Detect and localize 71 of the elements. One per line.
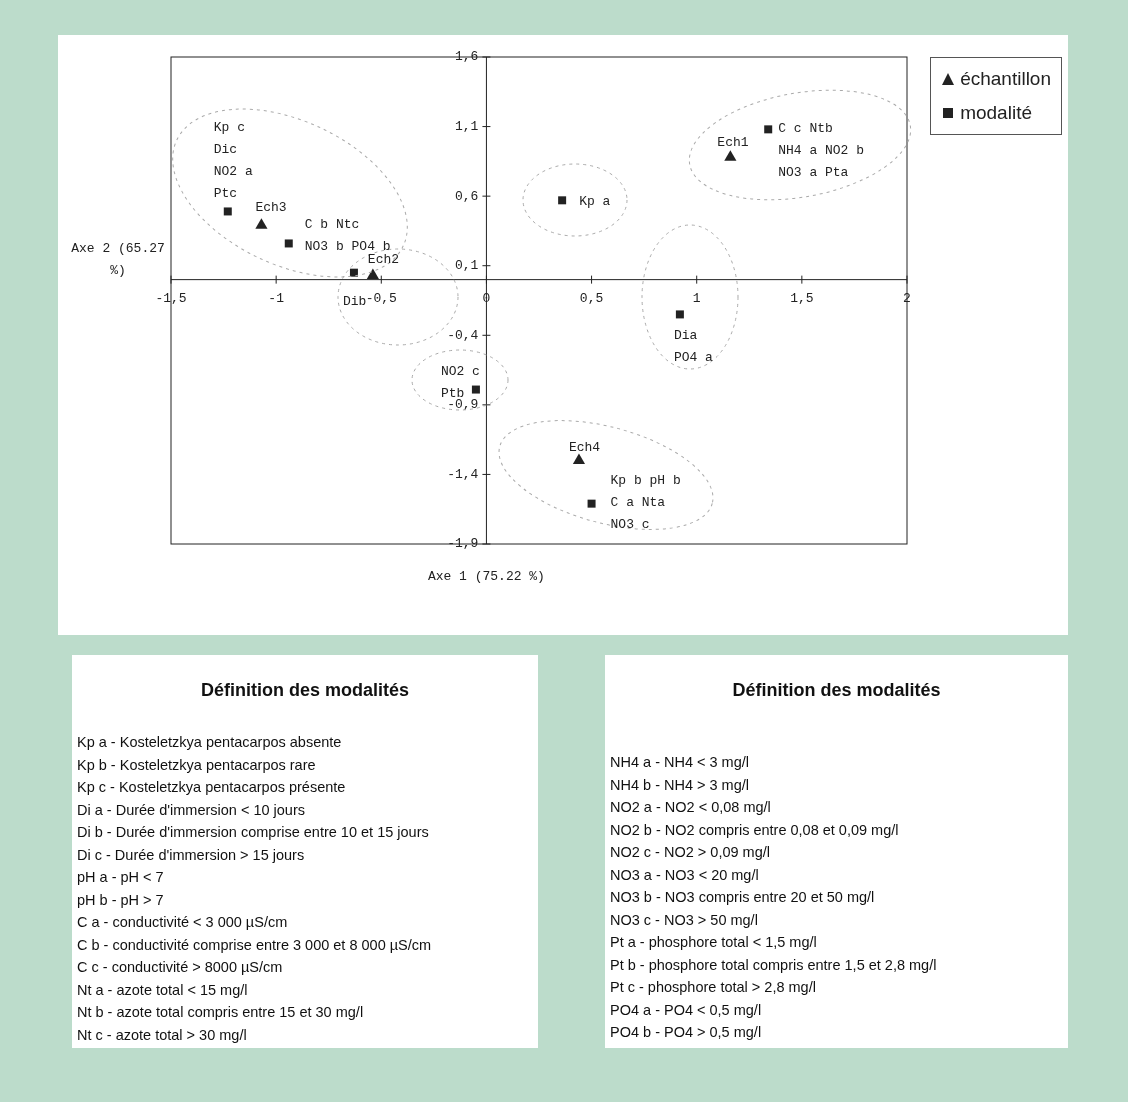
y-tick-label: 1,1 bbox=[455, 119, 479, 135]
text: C b - conductivité comprise entre 3 000 et 8 000 µS/cm bbox=[77, 935, 433, 955]
point bbox=[675, 310, 684, 319]
point bbox=[223, 207, 232, 216]
text: PO4 a - PO4 < 0,5 mg/l bbox=[610, 1000, 763, 1020]
annotation: C b Ntc NO3 b PO4 b bbox=[304, 217, 391, 255]
y-tick-label: -0,4 bbox=[447, 327, 479, 343]
x-tick-label: 0,5 bbox=[579, 290, 604, 306]
annotation: Ech2 bbox=[367, 252, 400, 268]
y-tick-label: 1,6 bbox=[455, 49, 479, 65]
y-tick-label: -1,9 bbox=[447, 536, 479, 552]
text: Pt a - phosphore total < 1,5 mg/l bbox=[610, 933, 818, 952]
point bbox=[349, 268, 358, 277]
annotation: Dia PO4 a bbox=[673, 328, 714, 366]
point bbox=[724, 150, 737, 161]
y-tick-label: 0,1 bbox=[455, 258, 479, 274]
point bbox=[255, 218, 268, 229]
text: C c - conductivité > 8000 µS/cm bbox=[77, 958, 284, 977]
point bbox=[471, 385, 480, 394]
text: NO2 c - NO2 > 0,09 mg/l bbox=[610, 843, 771, 862]
legend-label: échantillon bbox=[960, 68, 1051, 90]
text: Di b - Durée d'immersion comprise entre 10 et 15 jours bbox=[77, 823, 430, 842]
x-tick-label: -1 bbox=[268, 290, 285, 306]
x-tick-label: 2 bbox=[903, 290, 911, 306]
text: NO2 a - NO2 < 0,08 mg/l bbox=[610, 798, 772, 817]
text: pH a - pH < 7 bbox=[77, 868, 165, 887]
text: Nt b - azote total compris entre 15 et 30 mg/l bbox=[77, 1003, 365, 1022]
y-tick-label: -0,9 bbox=[447, 397, 479, 413]
text: Nt a - azote total < 15 mg/l bbox=[77, 980, 249, 1000]
text: Pt c - phosphore total > 2,8 mg/l bbox=[610, 978, 817, 997]
x-tick-label: -1,5 bbox=[155, 290, 187, 306]
text: Pt b - phosphore total compris entre 1,5 et 2,8 mg/l bbox=[610, 955, 938, 975]
annotation: Ech3 bbox=[255, 200, 287, 216]
text: Di a - Durée d'immersion < 10 jours bbox=[77, 800, 306, 820]
point bbox=[764, 125, 773, 134]
text: NO3 c - NO3 > 50 mg/l bbox=[610, 910, 759, 930]
text: Définition des modalités bbox=[731, 680, 942, 701]
text: Kp b - Kosteletzkya pentacarpos rare bbox=[77, 755, 317, 775]
text: Kp a - Kosteletzkya pentacarpos absente bbox=[77, 733, 343, 752]
annotation: Kp c Dic NO2 a Ptc bbox=[213, 120, 253, 202]
y-tick-label: 0,6 bbox=[455, 188, 479, 204]
legend-label: modalité bbox=[960, 102, 1032, 124]
x-tick-label: 1,5 bbox=[790, 290, 814, 306]
point bbox=[366, 268, 379, 279]
text: Définition des modalités bbox=[200, 680, 410, 701]
text: NH4 a - NH4 < 3 mg/l bbox=[610, 753, 750, 772]
annotation: C c Ntb NH4 a NO2 b NO3 a Pta bbox=[778, 121, 865, 181]
x-tick-label: -0,5 bbox=[365, 290, 397, 306]
annotation: Kp b pH b C a Nta NO3 c bbox=[610, 473, 681, 533]
point bbox=[587, 499, 596, 508]
text: NO3 a - NO3 < 20 mg/l bbox=[610, 865, 760, 885]
text: NO2 b - NO2 compris entre 0,08 et 0,09 mg/l bbox=[610, 820, 900, 840]
text: pH b - pH > 7 bbox=[77, 890, 165, 910]
x-axis-title: Axe 1 (75.22 %) bbox=[427, 569, 545, 584]
y-tick-label: -1,4 bbox=[447, 466, 479, 482]
annotation: Dib bbox=[342, 294, 367, 310]
text: Nt c - azote total > 30 mg/l bbox=[77, 1025, 248, 1045]
point bbox=[572, 453, 586, 465]
annotation: Ech4 bbox=[568, 439, 601, 455]
y-axis-title: Axe 2 (65.27 %) bbox=[70, 239, 166, 280]
point bbox=[284, 239, 293, 248]
annotation: Kp a bbox=[579, 194, 611, 210]
text: C a - conductivité < 3 000 µS/cm bbox=[77, 913, 289, 932]
text: Di c - Durée d'immersion > 15 jours bbox=[77, 845, 306, 865]
text: PO4 b - PO4 > 0,5 mg/l bbox=[610, 1023, 763, 1042]
text: NO3 b - NO3 compris entre 20 et 50 mg/l bbox=[610, 888, 876, 907]
point bbox=[558, 196, 567, 205]
text: NH4 b - NH4 > 3 mg/l bbox=[610, 775, 750, 795]
text: Kp c - Kosteletzkya pentacarpos présente bbox=[77, 778, 347, 797]
x-tick-label: 1 bbox=[692, 290, 701, 306]
annotation: Ech1 bbox=[717, 135, 749, 151]
